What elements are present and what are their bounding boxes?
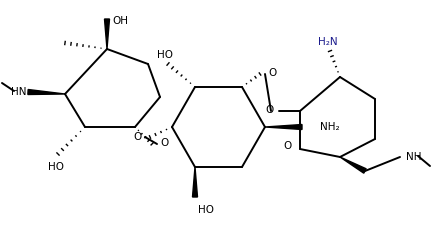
- Polygon shape: [340, 157, 366, 173]
- Polygon shape: [28, 90, 65, 95]
- Text: OH: OH: [112, 16, 128, 26]
- Text: H₂N: H₂N: [318, 37, 338, 47]
- Text: O: O: [160, 137, 168, 147]
- Text: NH: NH: [406, 151, 421, 161]
- Text: HO: HO: [157, 50, 173, 60]
- Text: O: O: [266, 105, 274, 114]
- Text: HN: HN: [11, 87, 26, 96]
- Text: HO: HO: [198, 204, 214, 214]
- Text: O: O: [268, 68, 276, 78]
- Text: O: O: [134, 131, 142, 141]
- Text: O: O: [284, 140, 292, 150]
- Polygon shape: [193, 167, 198, 197]
- Polygon shape: [265, 125, 302, 130]
- Text: HO: HO: [48, 161, 64, 171]
- Text: NH₂: NH₂: [320, 121, 340, 131]
- Polygon shape: [105, 20, 109, 50]
